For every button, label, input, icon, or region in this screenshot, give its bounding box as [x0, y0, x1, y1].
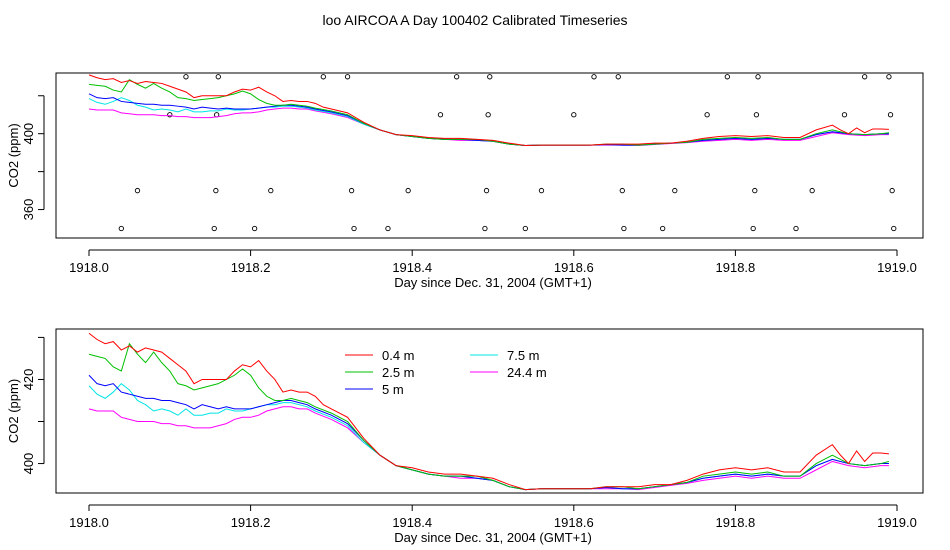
scatter-point	[841, 112, 848, 118]
scatter-point	[251, 225, 258, 232]
scatter-point	[538, 187, 545, 194]
scatter-point	[886, 74, 892, 80]
y-tick-label: 400	[21, 453, 36, 475]
scatter-point	[483, 187, 490, 194]
scatter-point	[348, 187, 355, 194]
scatter-point	[453, 74, 460, 80]
scatter-point	[437, 112, 444, 118]
scatter-point	[591, 74, 597, 80]
plot-area	[88, 332, 890, 491]
x-tick-label: 1918.2	[231, 260, 271, 275]
scatter-point	[793, 225, 799, 232]
scatter-point	[485, 112, 491, 118]
legend-label: 5 m	[382, 382, 404, 397]
plot-frame	[55, 328, 924, 494]
legend-label: 0.4 m	[382, 348, 415, 363]
x-tick-label: 1918.0	[69, 260, 109, 275]
scatter-point	[320, 74, 326, 80]
scatter-point	[522, 225, 528, 232]
y-tick-label: 400	[21, 123, 36, 145]
x-tick-label: 1918.0	[69, 515, 109, 530]
scatter-point	[134, 187, 141, 194]
scatter-point	[887, 112, 894, 118]
x-tick-label: 1918.4	[392, 515, 432, 530]
scatter-point	[215, 74, 221, 80]
scatter-point	[755, 74, 761, 80]
scatter-point	[571, 112, 577, 118]
y-tick-label: 360	[21, 199, 36, 221]
top-panel: 1918.0 1918.2 1918.4 1918.6 1918.8 1919.0 360 4…	[6, 72, 924, 290]
scatter-point	[891, 225, 897, 232]
scatter-point	[183, 74, 189, 80]
scatter-point	[724, 74, 730, 80]
scatter-point	[344, 74, 351, 80]
legend-label: 24.4 m	[507, 365, 547, 380]
scatter-point	[487, 74, 493, 80]
legend-label: 7.5 m	[507, 348, 540, 363]
scatter-point	[268, 187, 274, 194]
x-tick-label: 1918.2	[231, 515, 271, 530]
x-tick-label: 1918.6	[554, 515, 594, 530]
legend: 0.4 m 2.5 m 5 m 7.5 m 24.4 m	[345, 348, 547, 397]
series-line-0-4-m	[88, 332, 889, 491]
x-tick-label: 1918.6	[554, 260, 594, 275]
x-axis-label: Day since Dec. 31, 2004 (GMT+1)	[394, 275, 592, 290]
scatter-point	[213, 187, 219, 194]
scatter-point	[615, 74, 621, 80]
scatter-point	[619, 187, 625, 194]
scatter-point	[889, 187, 895, 194]
scatter-point	[862, 74, 868, 80]
scatter-point	[672, 187, 678, 194]
scatter-point	[482, 225, 488, 232]
legend-label: 2.5 m	[382, 365, 415, 380]
y-axis-label: CO2 (ppm)	[6, 123, 21, 187]
scatter-point	[351, 225, 357, 232]
scatter-point	[118, 225, 124, 232]
series-line-24-4-m	[88, 406, 889, 491]
scatter-point	[809, 187, 815, 194]
x-axis-label: Day since Dec. 31, 2004 (GMT+1)	[394, 530, 592, 545]
y-axis-label: CO2 (ppm)	[6, 379, 21, 443]
scatter-point	[405, 187, 411, 194]
scatter-point	[621, 225, 627, 232]
scatter-point	[753, 112, 760, 118]
x-tick-label: 1918.8	[716, 515, 756, 530]
scatter-point	[752, 187, 758, 194]
scatter-point	[750, 225, 756, 232]
bottom-panel: 1918.0 1918.2 1918.4 1918.6 1918.8 1919.0 400 4…	[6, 328, 924, 545]
scatter-point	[660, 225, 666, 232]
plot-frame	[55, 72, 924, 239]
scatter-point	[704, 112, 710, 118]
x-tick-label: 1919.0	[877, 260, 917, 275]
scatter-point	[167, 112, 173, 118]
scatter-point	[385, 225, 391, 232]
scatter-point	[211, 225, 217, 232]
plot-area	[88, 74, 897, 232]
x-tick-label: 1919.0	[877, 515, 917, 530]
chart-title: loo AIRCOA A Day 100402 Calibrated Times…	[322, 12, 627, 28]
series-line-0-4-m	[88, 74, 889, 146]
x-tick-label: 1918.4	[392, 260, 432, 275]
y-tick-label: 420	[21, 369, 36, 391]
x-tick-label: 1918.8	[716, 260, 756, 275]
